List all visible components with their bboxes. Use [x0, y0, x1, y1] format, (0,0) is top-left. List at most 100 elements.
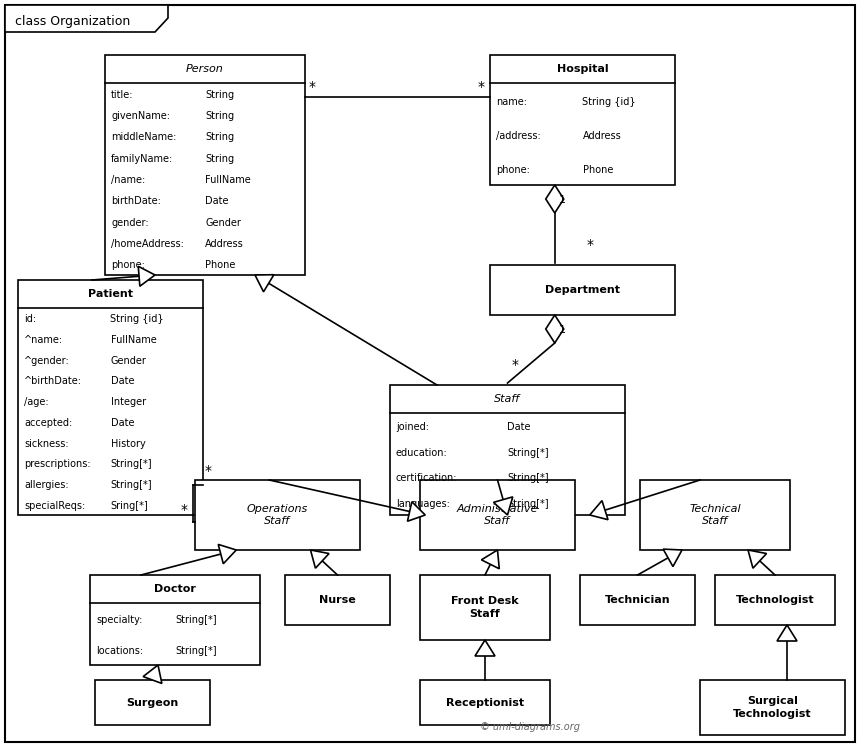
- Text: class Organization: class Organization: [15, 14, 130, 28]
- Text: Technician: Technician: [605, 595, 670, 605]
- Text: Nurse: Nurse: [319, 595, 356, 605]
- Text: Receptionist: Receptionist: [446, 698, 524, 707]
- Polygon shape: [590, 500, 608, 520]
- Text: givenName:: givenName:: [111, 111, 170, 121]
- Polygon shape: [546, 315, 564, 343]
- Text: Technical
Staff: Technical Staff: [689, 503, 740, 526]
- Text: © uml-diagrams.org: © uml-diagrams.org: [480, 722, 580, 732]
- Text: Date: Date: [110, 418, 134, 428]
- Bar: [700, 680, 845, 735]
- Text: String: String: [205, 111, 234, 121]
- Text: FullName: FullName: [110, 335, 157, 345]
- Text: String: String: [205, 132, 234, 143]
- Text: *: *: [181, 503, 188, 517]
- Bar: [420, 575, 550, 640]
- Bar: [580, 575, 695, 625]
- Text: Address: Address: [205, 239, 243, 249]
- Text: ^name:: ^name:: [24, 335, 63, 345]
- Text: String: String: [205, 154, 234, 164]
- Text: *: *: [205, 464, 212, 478]
- Text: Staff: Staff: [494, 394, 520, 404]
- Polygon shape: [475, 640, 495, 656]
- Bar: [285, 575, 390, 625]
- Bar: [490, 55, 675, 185]
- Text: gender:: gender:: [111, 217, 149, 228]
- Text: *: *: [309, 80, 316, 94]
- Bar: [390, 385, 625, 515]
- Text: education:: education:: [396, 447, 448, 457]
- Text: joined:: joined:: [396, 422, 429, 432]
- Text: String: String: [205, 90, 234, 100]
- Text: Patient: Patient: [88, 289, 133, 299]
- Text: Hospital: Hospital: [556, 64, 608, 74]
- Text: Department: Department: [545, 285, 620, 295]
- Bar: [18, 280, 203, 515]
- Text: certification:: certification:: [396, 473, 458, 483]
- Text: /address:: /address:: [496, 131, 541, 140]
- Text: Technologist: Technologist: [735, 595, 814, 605]
- Bar: [420, 680, 550, 725]
- Text: locations:: locations:: [96, 646, 143, 656]
- Text: Surgical
Technologist: Surgical Technologist: [734, 696, 812, 719]
- Text: prescriptions:: prescriptions:: [24, 459, 90, 469]
- Text: Operations
Staff: Operations Staff: [247, 503, 308, 526]
- Text: Date: Date: [205, 196, 229, 206]
- Text: ^birthDate:: ^birthDate:: [24, 376, 82, 386]
- Text: String[*]: String[*]: [175, 615, 217, 625]
- Text: String[*]: String[*]: [507, 473, 550, 483]
- Polygon shape: [255, 275, 273, 292]
- Text: Person: Person: [186, 64, 224, 74]
- Polygon shape: [494, 497, 513, 515]
- Text: String {id}: String {id}: [110, 314, 164, 324]
- Text: id:: id:: [24, 314, 36, 324]
- Text: sickness:: sickness:: [24, 438, 69, 449]
- Polygon shape: [310, 550, 329, 568]
- Text: Phone: Phone: [582, 164, 613, 175]
- Text: *: *: [512, 358, 519, 372]
- Text: /homeAddress:: /homeAddress:: [111, 239, 184, 249]
- Text: Gender: Gender: [205, 217, 241, 228]
- Polygon shape: [138, 266, 155, 286]
- Bar: [105, 55, 305, 275]
- Text: String[*]: String[*]: [507, 447, 550, 457]
- Polygon shape: [748, 550, 766, 568]
- Bar: [95, 680, 210, 725]
- Text: FullName: FullName: [205, 175, 251, 185]
- Text: ^gender:: ^gender:: [24, 356, 70, 366]
- Bar: [490, 265, 675, 315]
- Text: phone:: phone:: [496, 164, 530, 175]
- Text: String {id}: String {id}: [582, 96, 636, 107]
- Text: specialty:: specialty:: [96, 615, 143, 625]
- Text: 1: 1: [559, 325, 566, 335]
- Text: middleName:: middleName:: [111, 132, 176, 143]
- Text: Administrative
Staff: Administrative Staff: [457, 503, 538, 526]
- Bar: [715, 575, 835, 625]
- Text: Address: Address: [582, 131, 621, 140]
- Bar: [640, 480, 790, 550]
- Text: languages:: languages:: [396, 498, 450, 509]
- Polygon shape: [777, 625, 797, 641]
- Polygon shape: [5, 5, 168, 32]
- Polygon shape: [546, 185, 564, 213]
- Text: Doctor: Doctor: [154, 584, 196, 594]
- Polygon shape: [663, 549, 682, 566]
- Bar: [90, 575, 260, 665]
- Text: /age:: /age:: [24, 397, 49, 407]
- Text: String[*]: String[*]: [110, 459, 152, 469]
- Text: String[*]: String[*]: [175, 646, 217, 656]
- Text: Integer: Integer: [110, 397, 145, 407]
- Text: *: *: [587, 238, 593, 252]
- Polygon shape: [218, 545, 236, 564]
- Text: familyName:: familyName:: [111, 154, 173, 164]
- Text: Phone: Phone: [205, 261, 236, 270]
- Text: *: *: [478, 80, 485, 94]
- Polygon shape: [482, 550, 500, 568]
- Text: Gender: Gender: [110, 356, 146, 366]
- Text: birthDate:: birthDate:: [111, 196, 161, 206]
- Polygon shape: [408, 502, 425, 521]
- Text: Front Desk
Staff: Front Desk Staff: [452, 596, 519, 619]
- Text: History: History: [110, 438, 145, 449]
- Polygon shape: [143, 665, 162, 684]
- Text: Surgeon: Surgeon: [126, 698, 179, 707]
- Text: Date: Date: [507, 422, 531, 432]
